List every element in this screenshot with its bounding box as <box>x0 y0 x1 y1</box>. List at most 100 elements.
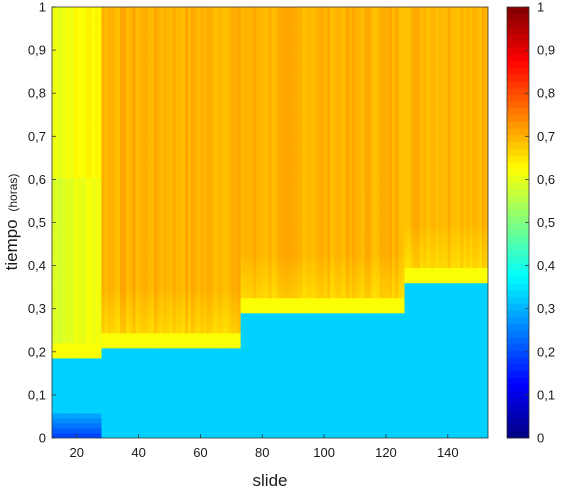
heatmap-cell <box>197 52 202 58</box>
heatmap-cell <box>206 257 211 264</box>
heatmap-cell <box>126 377 130 384</box>
heatmap-cell <box>209 127 214 133</box>
heatmap-cell <box>222 367 226 374</box>
heatmap-cell <box>116 377 121 384</box>
heatmap-cell <box>191 287 195 294</box>
heatmap-cell <box>98 102 103 108</box>
heatmap-cell <box>197 152 202 158</box>
heatmap-cell <box>209 222 214 229</box>
heatmap-cell <box>70 187 75 194</box>
heatmap-cell <box>73 237 78 244</box>
heatmap-cell <box>188 412 192 419</box>
heatmap-cell <box>225 352 229 359</box>
heatmap-cell <box>222 402 226 409</box>
heatmap-cell <box>82 387 87 394</box>
heatmap-cell <box>67 162 72 168</box>
heatmap-cell <box>228 367 232 374</box>
heatmap-cell <box>95 302 99 309</box>
heatmap-cell <box>67 322 72 329</box>
heatmap-cell <box>160 102 164 108</box>
heatmap-cell <box>175 12 180 18</box>
heatmap-cell <box>120 197 124 204</box>
heatmap-cell <box>113 52 118 58</box>
heatmap-cell <box>160 297 164 304</box>
heatmap-cell <box>79 412 84 419</box>
heatmap-cell <box>215 7 220 13</box>
heatmap-cell <box>129 377 133 384</box>
heatmap-cell <box>215 252 220 259</box>
heatmap-cell <box>178 292 183 299</box>
heatmap-cell <box>144 287 149 294</box>
heatmap-cell <box>70 152 75 158</box>
heatmap-cell <box>52 87 56 93</box>
heatmap-cell <box>129 67 133 73</box>
heatmap-cell <box>101 162 106 168</box>
heatmap-cell <box>135 112 140 118</box>
heatmap-cell <box>147 242 152 249</box>
heatmap-cell <box>67 292 72 299</box>
heatmap-cell <box>147 412 152 419</box>
heatmap-cell <box>92 152 96 158</box>
heatmap-cell <box>129 302 133 309</box>
heatmap-cell <box>141 82 146 88</box>
heatmap-cell <box>184 332 189 339</box>
heatmap-cell <box>55 147 59 153</box>
heatmap-cell <box>160 407 164 414</box>
heatmap-cell <box>107 322 112 329</box>
heatmap-cell <box>200 137 205 143</box>
heatmap-cell <box>98 72 103 78</box>
heatmap-cell <box>200 167 205 173</box>
heatmap-cell <box>64 297 69 304</box>
heatmap-cell <box>218 172 223 178</box>
heatmap-cell <box>206 337 211 344</box>
heatmap-cell <box>141 297 146 304</box>
heatmap-cell <box>64 67 69 73</box>
heatmap-cell <box>129 337 133 344</box>
heatmap-cell <box>197 202 202 209</box>
heatmap-cell <box>157 312 161 319</box>
heatmap-cell <box>150 12 155 18</box>
heatmap-cell <box>64 262 69 269</box>
heatmap-cell <box>86 167 90 173</box>
heatmap-cell <box>104 72 109 78</box>
heatmap-cell <box>135 107 140 113</box>
heatmap-cell <box>141 202 146 209</box>
heatmap-cell <box>58 212 62 219</box>
heatmap-cell <box>61 292 65 299</box>
heatmap-cell <box>178 257 183 264</box>
heatmap-cell <box>101 22 106 28</box>
heatmap-cell <box>200 257 205 264</box>
heatmap-cell <box>58 182 62 189</box>
heatmap-cell <box>120 207 124 214</box>
heatmap-cell <box>52 42 56 48</box>
heatmap-cell <box>206 407 211 414</box>
heatmap-cell <box>200 402 205 409</box>
heatmap-cell <box>222 32 226 38</box>
heatmap-cell <box>203 162 208 168</box>
heatmap-cell <box>172 217 177 224</box>
heatmap-cell <box>79 337 84 344</box>
heatmap-cell <box>89 132 93 138</box>
heatmap-cell <box>52 312 56 319</box>
heatmap-cell <box>89 282 93 289</box>
heatmap-cell <box>107 292 112 299</box>
heatmap-cell <box>178 57 183 63</box>
heatmap-cell <box>166 327 171 334</box>
heatmap-cell <box>188 67 192 73</box>
heatmap-cell <box>194 207 198 214</box>
heatmap-cell <box>70 307 75 314</box>
heatmap-cell <box>188 182 192 189</box>
heatmap-cell <box>218 277 223 284</box>
heatmap-cell <box>79 32 84 38</box>
heatmap-cell <box>98 22 103 28</box>
heatmap-cell <box>79 102 84 108</box>
heatmap-cell <box>147 312 152 319</box>
heatmap-cell <box>225 132 229 138</box>
heatmap-cell <box>129 247 133 254</box>
heatmap-cell <box>206 62 211 68</box>
heatmap-cell <box>110 197 115 204</box>
heatmap-cell <box>157 402 161 409</box>
heatmap-cell <box>144 302 149 309</box>
heatmap-cell <box>200 42 205 48</box>
heatmap-cell <box>123 417 127 424</box>
